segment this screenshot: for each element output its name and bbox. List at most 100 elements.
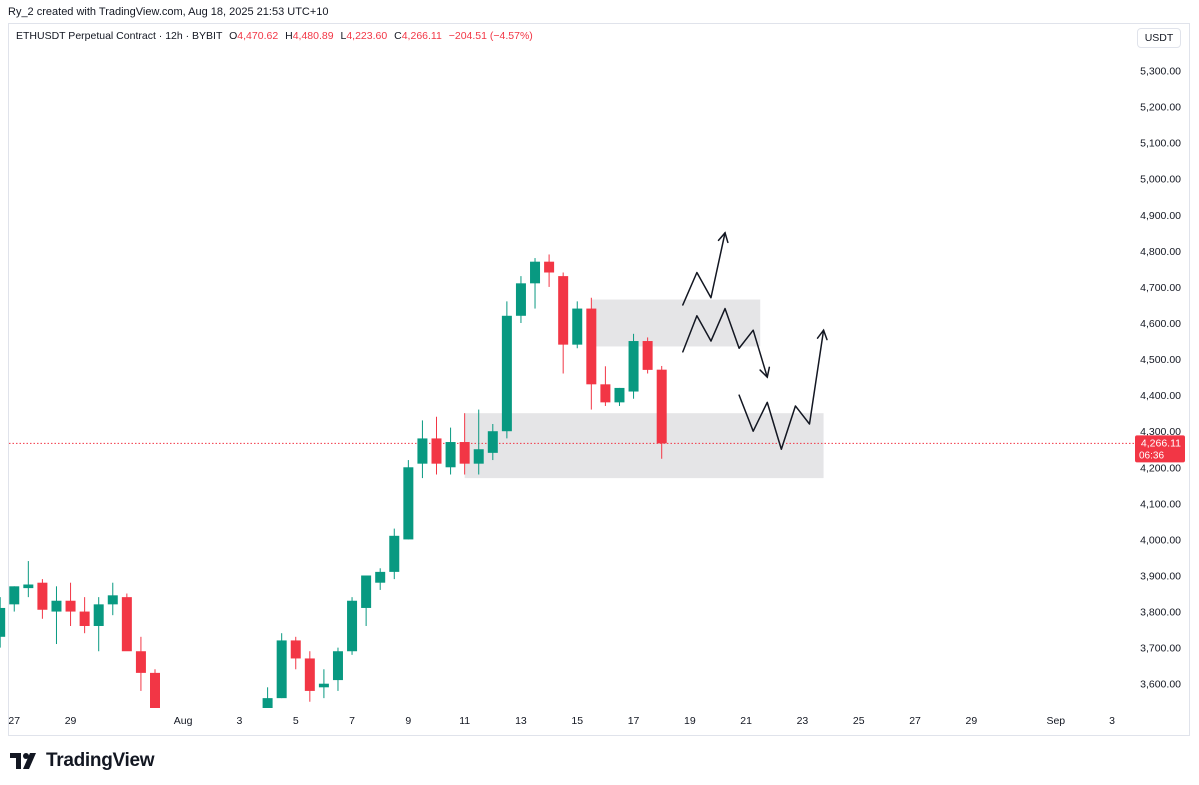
open-value: 4,470.62 <box>237 30 279 42</box>
candle-up <box>487 423 498 461</box>
y-axis-tick-label: 5,000.00 <box>1140 174 1181 186</box>
y-axis: 5,300.00 5,200.00 5,100.00 5,000.00 4,900.00… <box>1140 66 1181 691</box>
y-axis-tick-label: 5,100.00 <box>1140 138 1181 150</box>
x-axis-tick-label: 23 <box>797 715 809 727</box>
candle-body <box>135 651 146 673</box>
open-label: O <box>229 30 238 42</box>
candle-up <box>614 387 625 406</box>
arrow-head <box>759 366 771 379</box>
symbol-legend[interactable]: ETHUSDT Perpetual Contract · 12h · BYBIT… <box>16 30 533 42</box>
candle-up <box>389 528 400 580</box>
candle-down <box>558 272 569 374</box>
x-axis-tick-label: Sep <box>1046 715 1065 727</box>
currency-button[interactable]: USDT <box>1137 28 1181 48</box>
candle-body <box>0 607 6 637</box>
candle-up <box>93 597 104 652</box>
candle-body <box>361 575 372 608</box>
brand-name: TradingView <box>46 750 155 771</box>
candle-body <box>276 640 287 699</box>
candle-body <box>318 683 329 688</box>
x-axis-tick-label: 11 <box>459 715 470 727</box>
x-axis-tick-label: 29 <box>65 715 77 727</box>
candle-body <box>262 698 273 708</box>
x-axis-tick-label: 25 <box>853 715 865 727</box>
x-axis-tick-label: 17 <box>628 715 640 727</box>
candle-up <box>501 301 512 439</box>
y-axis-tick-label: 4,600.00 <box>1140 318 1181 330</box>
x-axis: 27 29 Aug 3 5 7 9 11 13 15 17 19 21 23 25 27 29 Sep 3 <box>8 715 1115 727</box>
candle-up <box>276 633 287 699</box>
candle-body <box>9 586 20 605</box>
candle-body <box>628 341 639 392</box>
chart-frame <box>8 23 1190 736</box>
candle-up <box>403 460 414 540</box>
candle-down <box>600 366 611 406</box>
y-axis-tick-label: 4,700.00 <box>1140 282 1181 294</box>
x-axis-tick-label: Aug <box>174 715 193 727</box>
last-price-label <box>1135 435 1185 463</box>
candle-body <box>23 584 34 589</box>
projection-path <box>682 307 769 378</box>
candle-body <box>515 283 526 316</box>
candle-body <box>332 651 343 681</box>
candle-down <box>79 597 90 634</box>
candle-up <box>51 586 62 645</box>
tradingview-logo[interactable]: TradingView <box>10 750 155 772</box>
candle-body <box>487 431 498 453</box>
candle-body <box>389 535 400 572</box>
candle-up <box>530 258 541 309</box>
candle-up <box>417 420 428 479</box>
candle-down <box>304 651 315 702</box>
x-axis-tick-label: 13 <box>515 715 527 727</box>
close-label: C <box>394 30 402 42</box>
candle-body <box>572 308 583 345</box>
candle-body <box>642 341 653 370</box>
candle-down <box>290 636 301 670</box>
candle-body <box>530 261 541 284</box>
candle-down <box>431 416 442 475</box>
candle-body <box>445 442 456 468</box>
candle-up <box>628 333 639 399</box>
candle-body <box>473 449 484 464</box>
candle-down <box>642 337 653 374</box>
y-axis-tick-label: 4,100.00 <box>1140 498 1181 510</box>
x-axis-tick-label: 3 <box>237 715 243 727</box>
x-axis-tick-label: 15 <box>571 715 583 727</box>
x-axis-tick-label: 27 <box>8 715 20 727</box>
attribution-text: Ry_2 created with TradingView.com, Aug 1… <box>8 6 329 18</box>
y-axis-tick-label: 4,800.00 <box>1140 246 1181 258</box>
x-axis-tick-label: 3 <box>1109 715 1115 727</box>
candle-body <box>558 276 569 345</box>
candle-down <box>586 297 597 410</box>
high-value: 4,480.89 <box>292 30 334 42</box>
projection-path <box>738 329 825 450</box>
last-price-value: 4,266.11 <box>1141 437 1181 449</box>
y-axis-tick-label: 4,300.00 <box>1140 426 1181 438</box>
candles-layer <box>0 254 667 708</box>
projection-path <box>682 232 726 306</box>
candle-up <box>0 597 6 648</box>
arrow-head <box>816 328 828 341</box>
candle-body <box>347 600 358 652</box>
candle-down <box>544 254 555 287</box>
y-axis-tick-label: 3,700.00 <box>1140 643 1181 655</box>
candle-body <box>403 467 414 540</box>
candle-body <box>417 438 428 464</box>
candle-up <box>107 582 118 616</box>
y-axis-tick-label: 3,800.00 <box>1140 607 1181 619</box>
candle-up <box>23 561 34 598</box>
candle-up <box>445 427 456 475</box>
low-label: L <box>340 30 347 42</box>
candle-body <box>614 387 625 403</box>
y-axis-tick-label: 4,500.00 <box>1140 354 1181 366</box>
candle-body <box>304 658 315 691</box>
candle-down <box>135 636 146 691</box>
candle-body <box>51 600 62 612</box>
y-axis-tick-label: 3,900.00 <box>1140 570 1181 582</box>
candle-down <box>656 365 667 459</box>
tradingview-logo-icon <box>10 753 36 769</box>
candle-body <box>107 595 118 605</box>
x-axis-tick-label: 21 <box>740 715 752 727</box>
